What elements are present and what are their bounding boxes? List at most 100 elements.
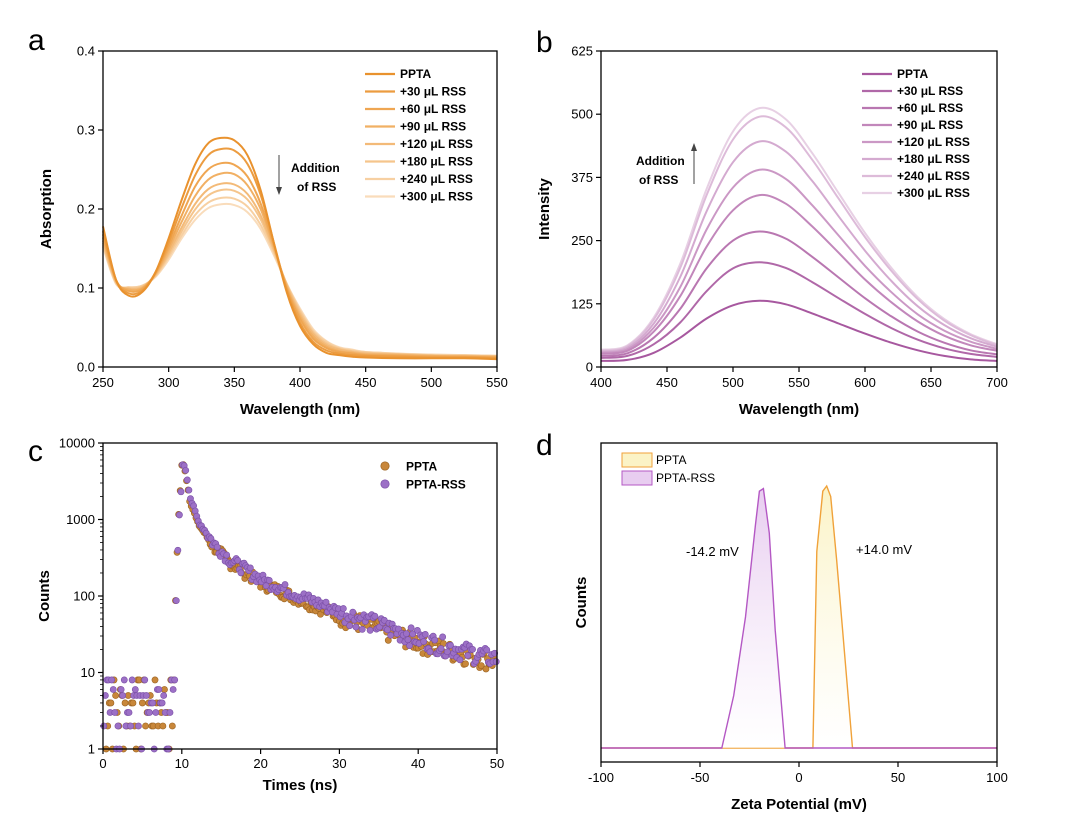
x-tick-label: 300 bbox=[158, 375, 180, 390]
data-point-ppta-rss bbox=[169, 686, 177, 693]
data-point-ppta-rss bbox=[420, 638, 428, 645]
data-point-ppta-rss bbox=[166, 709, 174, 716]
y-tick-label: 0.1 bbox=[77, 281, 95, 296]
series-line-0 bbox=[102, 136, 498, 361]
data-point-ppta-rss bbox=[426, 648, 434, 656]
data-point-ppta bbox=[159, 722, 167, 730]
data-point-ppta-rss bbox=[223, 551, 231, 559]
data-point-ppta-rss bbox=[265, 576, 273, 584]
data-point-ppta-rss bbox=[491, 649, 499, 657]
data-point-ppta-rss bbox=[404, 636, 412, 644]
series-line-6 bbox=[600, 115, 998, 352]
legend-label-3: +90 μL RSS bbox=[897, 118, 963, 132]
y-tick-label: 1 bbox=[88, 742, 95, 757]
x-tick-label: 400 bbox=[590, 375, 612, 390]
panel-letter-b: b bbox=[536, 26, 553, 59]
annotation-b-line1: Addition bbox=[636, 154, 685, 168]
data-point-ppta-rss bbox=[237, 569, 245, 577]
data-point-ppta-rss bbox=[437, 645, 445, 652]
y-tick-label: 1000 bbox=[66, 512, 95, 527]
data-point-ppta-rss bbox=[160, 692, 168, 699]
y-axis-label: Counts bbox=[573, 577, 590, 629]
data-point-ppta-rss bbox=[469, 645, 476, 653]
data-point-ppta-rss bbox=[213, 543, 221, 551]
y-tick-label: 100 bbox=[73, 589, 95, 604]
panel-d-zeta-chart: -100 -50 0 50 100 Zeta Potential (mV) Counts PP… bbox=[573, 442, 1008, 813]
plot-frame bbox=[600, 442, 998, 763]
peak-line-ppta bbox=[601, 484, 997, 749]
data-point-ppta bbox=[107, 699, 115, 707]
data-point-ppta bbox=[168, 722, 176, 730]
data-point-ppta-rss bbox=[464, 652, 472, 659]
data-point-ppta-rss bbox=[174, 546, 182, 554]
data-point-ppta-rss bbox=[146, 709, 153, 716]
data-point-ppta-rss bbox=[443, 648, 451, 656]
data-point-ppta bbox=[112, 692, 120, 699]
data-point-ppta-rss bbox=[387, 631, 395, 639]
data-point-ppta-rss bbox=[176, 511, 183, 519]
panel-c-decay-chart: 0 10 20 30 40 50 1 10 100 1000 10000 Times (ns) Coun… bbox=[36, 436, 504, 795]
legend-label-1: +30 μL RSS bbox=[897, 84, 963, 98]
data-point-ppta-rss bbox=[358, 625, 366, 633]
legend-marker-0 bbox=[380, 461, 390, 471]
data-point-ppta-rss bbox=[127, 722, 134, 730]
legend-label-0: PPTA bbox=[897, 67, 928, 81]
legend-label-2: +60 μL RSS bbox=[897, 101, 963, 115]
y-tick-label: 625 bbox=[571, 44, 593, 59]
annotation-a-line2: of RSS bbox=[297, 180, 336, 194]
series-line-6 bbox=[102, 196, 498, 357]
legend-label-1: PPTA-RSS bbox=[406, 478, 466, 492]
legend-swatch-0 bbox=[621, 452, 653, 468]
data-point-ppta bbox=[151, 676, 159, 684]
y-axis-label: Counts bbox=[36, 570, 53, 622]
data-point-ppta-rss bbox=[281, 581, 289, 588]
data-point-ppta-rss bbox=[492, 658, 500, 666]
legend-label-5: +180 μL RSS bbox=[400, 155, 473, 169]
annotation-a: Addition of RSS bbox=[276, 155, 340, 195]
peak-fill-ppta bbox=[601, 486, 997, 748]
data-point-ppta-rss bbox=[177, 488, 185, 496]
y-axis-label: Intensity bbox=[536, 178, 553, 240]
y-tick-label: 0.0 bbox=[77, 360, 95, 375]
x-axis-label: Times (ns) bbox=[263, 777, 338, 794]
series-line-3 bbox=[600, 193, 998, 355]
data-point-ppta bbox=[138, 699, 146, 707]
data-point-ppta-rss bbox=[141, 676, 149, 684]
data-point-ppta-rss bbox=[125, 709, 133, 716]
data-point-ppta-rss bbox=[111, 709, 119, 716]
legend-label-1: PPTA-RSS bbox=[656, 471, 715, 485]
data-point-ppta-rss bbox=[120, 676, 128, 684]
y-tick-label: 0 bbox=[586, 360, 593, 375]
data-point-ppta-rss bbox=[246, 564, 254, 572]
x-tick-label: 250 bbox=[92, 375, 114, 390]
x-tick-label: 700 bbox=[986, 375, 1008, 390]
data-point-ppta-rss bbox=[152, 709, 160, 716]
data-point-ppta-rss bbox=[128, 676, 136, 684]
y-tick-label: 10000 bbox=[59, 436, 95, 451]
x-tick-label: 600 bbox=[854, 375, 876, 390]
legend-label-6: +240 μL RSS bbox=[400, 172, 473, 186]
data-point-ppta-rss bbox=[109, 686, 117, 693]
data-point-ppta bbox=[129, 699, 137, 707]
data-point-ppta bbox=[142, 722, 149, 730]
x-tick-label: 550 bbox=[486, 375, 508, 390]
y-tick-label: 0.4 bbox=[77, 44, 95, 59]
x-tick-label: 0 bbox=[795, 770, 802, 785]
data-point-ppta-rss bbox=[439, 633, 447, 641]
data-point-ppta-rss bbox=[149, 699, 157, 707]
y-tick-label: 125 bbox=[571, 296, 593, 311]
x-tick-label: -100 bbox=[588, 770, 614, 785]
legend-label-0: PPTA bbox=[400, 67, 431, 81]
data-point-ppta-rss bbox=[158, 699, 166, 707]
series-line-4 bbox=[600, 168, 998, 354]
data-point-ppta-rss bbox=[402, 630, 410, 638]
x-tick-label: 650 bbox=[920, 375, 942, 390]
data-point-ppta-rss bbox=[431, 636, 439, 644]
data-point-ppta-rss bbox=[483, 646, 491, 654]
data-point-ppta-rss bbox=[407, 624, 415, 632]
panel-a-absorption-chart: 250 300 350 400 450 500 550 0.0 0.1 0.2 0.3 0.4 Wave… bbox=[38, 44, 508, 419]
x-tick-label: 550 bbox=[788, 375, 810, 390]
data-point-ppta-rss bbox=[185, 486, 193, 494]
data-point-ppta-rss bbox=[182, 466, 190, 474]
series-line-7 bbox=[600, 106, 998, 351]
